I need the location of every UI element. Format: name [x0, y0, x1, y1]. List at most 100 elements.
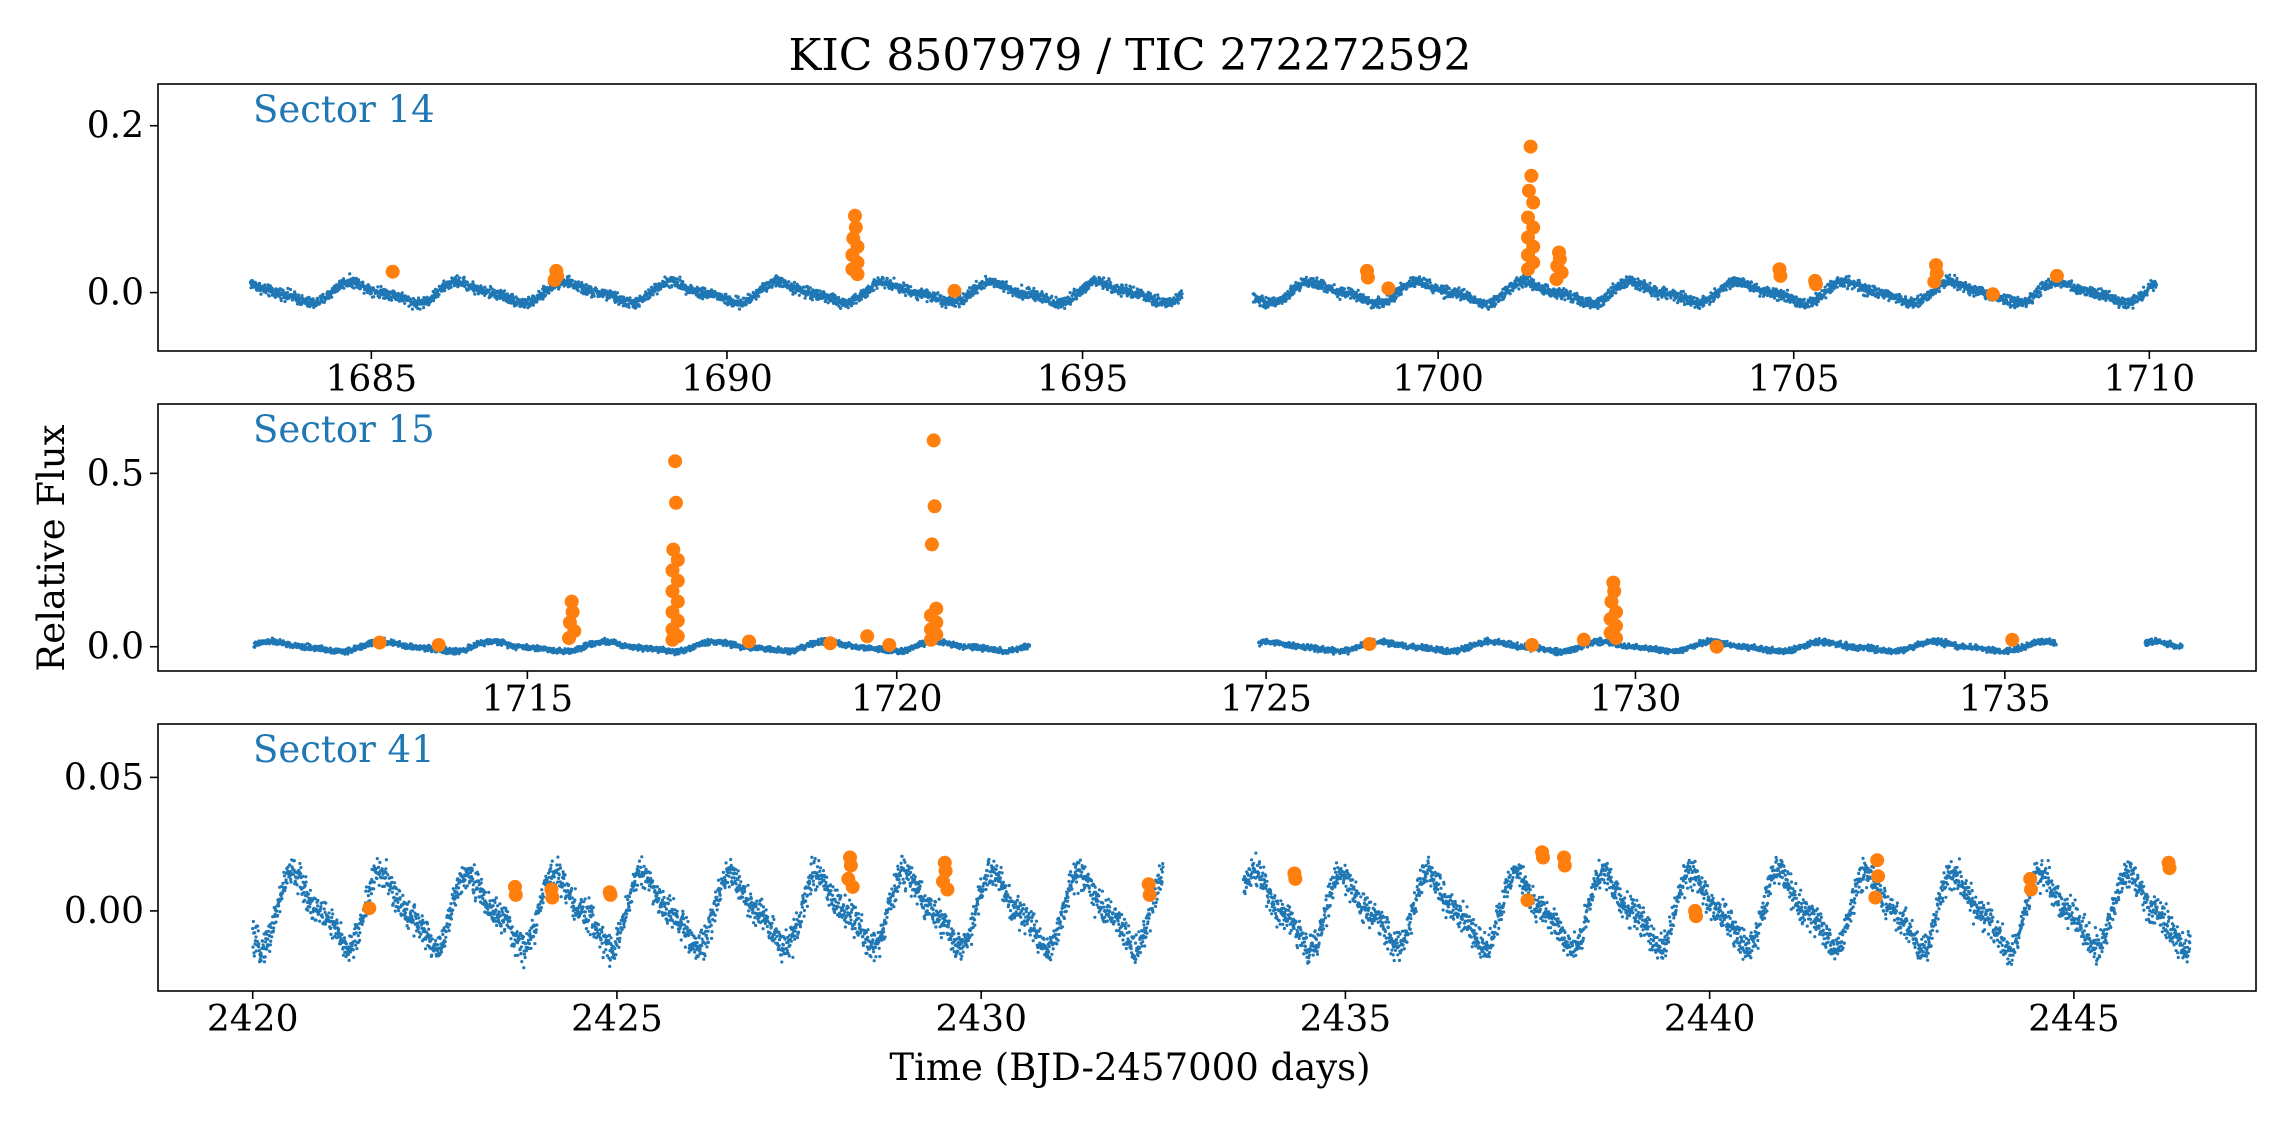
photometry-point [510, 294, 515, 298]
x-tick-label: 1695 [1037, 359, 1129, 400]
photometry-point [675, 277, 680, 281]
photometry-point [1124, 283, 1128, 287]
photometry-point [1611, 282, 1615, 286]
photometry-point [1056, 306, 1060, 310]
photometry-point [449, 285, 453, 289]
photometry-point [787, 280, 791, 284]
photometry-point [376, 285, 380, 289]
x-axis-label: Time (BJD-2457000 days) [889, 1046, 1370, 1089]
photometry-point [1413, 284, 1417, 289]
photometry-point [535, 300, 539, 304]
photometry-point [1377, 296, 1381, 300]
photometry-point [936, 291, 940, 295]
photometry-point [737, 307, 742, 311]
photometry-point [797, 293, 801, 297]
photometry-point [1442, 284, 1446, 288]
photometry-point [909, 285, 913, 289]
photometry-point [1868, 285, 1872, 289]
photometry-point [286, 290, 290, 295]
photometry-point [1170, 304, 1174, 308]
photometry-point [1035, 290, 1039, 294]
x-tick-label: 1685 [326, 359, 418, 400]
photometry-point [1366, 295, 1370, 300]
photometry-point [651, 293, 655, 297]
photometry-point [509, 301, 513, 305]
photometry-point [342, 277, 346, 281]
photometry-point [330, 295, 334, 299]
photometry-point [273, 295, 277, 299]
photometry-point [396, 297, 400, 301]
photometry-point [580, 280, 584, 285]
photometry-point [437, 292, 441, 297]
photometry-point [492, 288, 496, 292]
photometry-point [1615, 288, 1619, 292]
photometry-point [1865, 294, 1869, 298]
photometry-point [1724, 288, 1728, 292]
photometry-point [765, 289, 769, 293]
photometry-point [975, 291, 979, 295]
photometry-point [288, 287, 293, 292]
photometry-point [471, 280, 475, 284]
photometry-point [576, 280, 581, 284]
photometry-point [792, 280, 797, 284]
photometry-point [710, 288, 714, 292]
photometry-point [1765, 293, 1770, 298]
photometry-point [1702, 303, 1706, 307]
photometry-point [957, 305, 961, 309]
photometry-point [1176, 301, 1180, 305]
photometry-point [418, 307, 422, 311]
photometry-point [1843, 284, 1847, 288]
photometry-point [307, 295, 311, 299]
photometry-point [854, 301, 858, 305]
photometry-point [1027, 287, 1031, 291]
photometry-point [1132, 285, 1136, 289]
photometry-point [916, 298, 920, 302]
photometry-point [1457, 286, 1461, 290]
photometry-point [824, 298, 828, 302]
photometry-point [1614, 291, 1618, 295]
photometry-point [1068, 291, 1072, 295]
photometry-point [442, 279, 446, 283]
photometry-point [1129, 285, 1133, 290]
photometry-point [377, 295, 381, 300]
photometry-point [1755, 282, 1759, 286]
photometry-point [547, 291, 551, 295]
photometry-point [570, 278, 575, 283]
sector-14-label: Sector 14 [253, 88, 435, 131]
photometry-point [1698, 306, 1702, 310]
photometry-point [1284, 297, 1289, 301]
photometry-point [1054, 295, 1058, 299]
photometry-point [433, 291, 437, 295]
photometry-point [327, 296, 331, 300]
photometry-point [1656, 297, 1660, 301]
photometry-point [1462, 287, 1466, 291]
photometry-point [808, 286, 812, 290]
photometry-point [1758, 294, 1762, 298]
photometry-point [355, 285, 359, 289]
photometry-point [1180, 292, 1184, 296]
photometry-point [1153, 293, 1157, 297]
photometry-point [810, 298, 815, 302]
photometry-point [1342, 287, 1346, 291]
photometry-point [286, 286, 290, 290]
photometry-point [379, 284, 383, 289]
y-tick-label: 0.0 [87, 273, 144, 314]
photometry-point [1692, 295, 1696, 300]
photometry-point [1102, 276, 1106, 280]
photometry-point [742, 296, 746, 300]
photometry-point [974, 279, 978, 283]
photometry-point [883, 286, 887, 290]
photometry-point [659, 287, 663, 291]
photometry-point [925, 300, 929, 304]
photometry-point [1532, 278, 1536, 282]
photometry-point [290, 298, 294, 302]
photometry-point [1430, 283, 1434, 288]
photometry-point [441, 282, 445, 286]
photometry-point [1063, 306, 1067, 310]
photometry-point [1511, 289, 1515, 293]
photometry-point [259, 292, 263, 296]
photometry-point [473, 292, 477, 296]
photometry-point [1602, 302, 1606, 307]
photometry-point [1650, 294, 1654, 298]
photometry-point [258, 282, 262, 286]
